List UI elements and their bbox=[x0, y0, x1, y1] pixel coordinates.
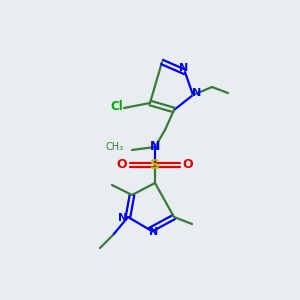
Text: S: S bbox=[150, 158, 160, 172]
Text: Cl: Cl bbox=[111, 100, 123, 113]
Text: N: N bbox=[149, 227, 159, 237]
Text: O: O bbox=[183, 158, 193, 172]
Text: CH₃: CH₃ bbox=[106, 142, 124, 152]
Text: N: N bbox=[118, 213, 127, 223]
Text: N: N bbox=[150, 140, 160, 154]
Text: N: N bbox=[192, 88, 202, 98]
Text: N: N bbox=[179, 63, 189, 73]
Text: O: O bbox=[117, 158, 127, 172]
